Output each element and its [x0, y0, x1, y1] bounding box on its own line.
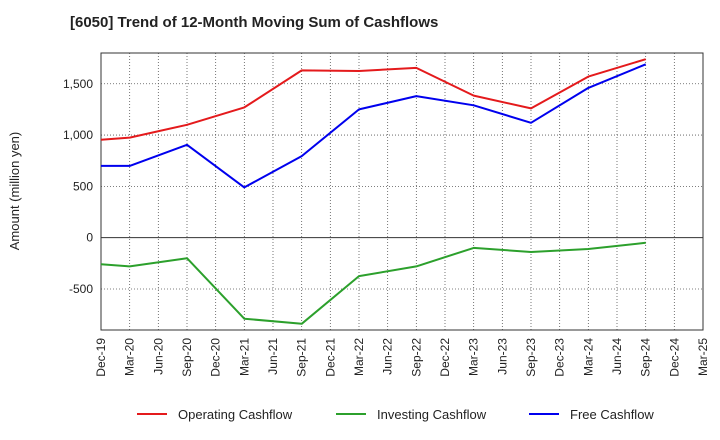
investing-cashflow-line	[100, 241, 646, 325]
investing-cashflow-legend-label: Investing Cashflow	[377, 407, 487, 422]
x-tick-label: Dec-22	[438, 338, 452, 377]
x-tick-label: Mar-24	[581, 338, 595, 376]
x-tick-label: Dec-20	[209, 338, 223, 377]
operating-cashflow-legend-label: Operating Cashflow	[178, 407, 293, 422]
x-tick-label: Sep-21	[295, 338, 309, 377]
x-tick-label: Sep-23	[524, 338, 538, 377]
series-layer	[100, 58, 647, 325]
x-tick-label: Dec-21	[323, 338, 337, 377]
x-tick-label: Jun-24	[610, 338, 624, 375]
plot-frame	[100, 52, 704, 331]
x-tick-label: Sep-20	[180, 338, 194, 377]
axis-layer	[100, 52, 704, 331]
x-tick-label: Sep-24	[639, 338, 653, 377]
x-tick-label: Mar-21	[237, 338, 251, 376]
x-tick-label: Mar-23	[467, 338, 481, 376]
y-tick-label: 1,500	[63, 77, 93, 91]
free-cashflow-line	[101, 63, 647, 189]
label-layer: Dec-19 Mar-20 Jun-20 Sep-20 Dec-20 Mar-21 Jun-…	[63, 77, 710, 377]
x-tick-label: Jun-22	[381, 338, 395, 375]
x-tick-label: Dec-19	[94, 338, 108, 377]
y-axis-title: Amount (million yen)	[7, 132, 22, 251]
x-tick-label: Mar-20	[123, 338, 137, 376]
legend: Operating Cashflow Investing Cashflow Free…	[137, 407, 654, 422]
free-cashflow-legend-label: Free Cashflow	[570, 407, 654, 422]
x-tick-label: Dec-23	[553, 338, 567, 377]
x-tick-label: Mar-25	[696, 338, 710, 376]
y-tick-label: 0	[86, 231, 93, 245]
y-tick-label: 500	[73, 179, 93, 193]
x-tick-label: Jun-20	[151, 338, 165, 375]
operating-cashflow-line	[100, 58, 646, 141]
grid-layer	[101, 53, 703, 330]
x-tick-label: Sep-22	[409, 338, 423, 377]
x-tick-label: Jun-23	[495, 338, 509, 375]
y-tick-label: 1,000	[63, 128, 93, 142]
x-tick-label: Dec-24	[667, 338, 681, 377]
chart-title: [6050] Trend of 12-Month Moving Sum of C…	[70, 14, 439, 31]
y-tick-label: -500	[69, 282, 93, 296]
x-tick-label: Jun-21	[266, 338, 280, 375]
x-tick-label: Mar-22	[352, 338, 366, 376]
